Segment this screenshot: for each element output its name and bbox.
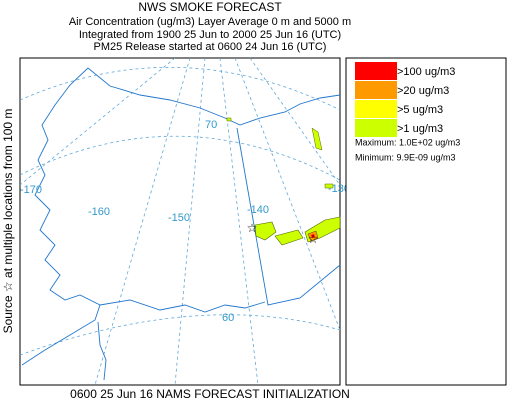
coastline <box>87 67 341 126</box>
map: ☆ ☆ -170 -160 -150 -140 -130 70 60 <box>19 57 350 386</box>
legend-swatch <box>355 119 397 137</box>
graticule <box>174 57 206 386</box>
maximum: Maximum: 1.0E+02 ug/m3 <box>355 137 460 147</box>
coastline <box>21 67 101 366</box>
smoke-area <box>254 221 277 241</box>
border <box>236 127 341 306</box>
subtitle: Air Concentration (ug/m3) Layer Average … <box>69 16 351 28</box>
lon-label: -150 <box>168 212 190 224</box>
graticule <box>19 66 341 111</box>
lon-label: -140 <box>247 204 269 216</box>
subtitle: Integrated from 1900 25 Jun to 2000 25 J… <box>79 29 341 41</box>
minimum: Minimum: 9.9E-09 ug/m3 <box>355 152 456 162</box>
title: NWS SMOKE FORECAST <box>138 0 282 14</box>
legend: Maximum: 1.0E+02 ug/m3 Minimum: 9.9E-09 … <box>345 57 507 386</box>
footer: 0600 25 Jun 16 NAMS FORECAST INITIALIZAT… <box>70 387 350 401</box>
lat-label: 70 <box>205 119 217 131</box>
smoke-area <box>311 127 323 151</box>
legend-swatch <box>355 100 397 118</box>
legend-swatch <box>355 81 397 99</box>
smoke-area <box>324 183 334 189</box>
legend-label: >5 ug/m3 <box>397 104 443 116</box>
graticule <box>219 57 259 386</box>
legend-swatch <box>355 62 397 80</box>
coastline <box>99 299 266 313</box>
graticule <box>234 57 341 331</box>
lon-label: -130 <box>328 183 350 195</box>
lat-label: 60 <box>222 312 234 324</box>
smoke-area <box>311 234 315 238</box>
graticule <box>94 57 191 386</box>
smoke-area <box>274 229 304 246</box>
legend-label: >1 ug/m3 <box>397 123 443 135</box>
smoke-area <box>226 117 232 122</box>
graticule <box>249 57 341 186</box>
source-star: ☆ <box>247 221 258 235</box>
legend-label: >20 ug/m3 <box>397 85 449 97</box>
legend-label: >100 ug/m3 <box>397 66 455 78</box>
side-label: Source ☆ at multiple locations from 100 … <box>1 109 15 334</box>
lon-label: -160 <box>88 206 110 218</box>
graticule <box>19 314 341 356</box>
source-star: ☆ <box>308 232 319 246</box>
map-frame <box>19 57 341 386</box>
coastline <box>97 321 107 381</box>
lon-label: -170 <box>20 184 42 196</box>
subtitle: PM25 Release started at 0600 24 Jun 16 (… <box>94 41 327 53</box>
